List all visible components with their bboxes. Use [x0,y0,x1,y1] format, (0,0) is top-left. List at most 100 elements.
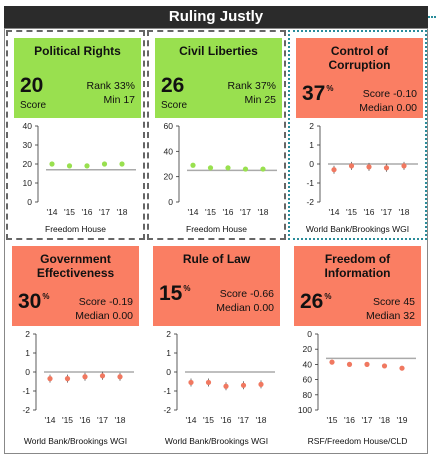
x-tick-label: '17 [240,207,251,217]
x-tick-label: '15 [203,415,214,425]
data-point [383,165,390,171]
y-tick-label: 0 [27,197,32,207]
indicator-header: Government Effectiveness 30% Score -0.19 Me… [12,246,139,326]
indicator-header: Rule of Law 15% Score -0.66 Median 0.00 [153,246,280,326]
data-point [240,382,247,388]
data-point [205,379,212,386]
data-point [49,161,55,167]
x-tick-label: '18 [379,415,390,425]
indicator-title: Civil Liberties [179,44,258,58]
indicator-stat-primary: Score -0.10 [362,88,417,100]
y-tick-label: 0 [166,367,171,377]
indicator-header: Freedom of Information 26% Score 45 Median … [294,246,421,326]
y-tick-label: 40 [164,146,174,156]
indicator-stat-secondary: Median 32 [365,310,415,322]
y-tick-label: 1 [25,348,30,358]
data-point [66,163,73,169]
y-tick-label: 2 [166,330,171,339]
data-source: World Bank/Brookings WGI [164,436,269,446]
data-point [188,379,194,386]
x-tick-label: '18 [257,207,268,217]
data-point [99,373,106,379]
data-source: World Bank/Brookings WGI [23,436,128,446]
data-point [47,376,53,382]
y-tick-label: 20 [164,172,174,182]
data-source: World Bank/Brookings WGI [305,224,410,234]
x-tick-label: '15 [64,207,75,217]
data-point [348,163,355,169]
x-tick-label: '18 [116,207,127,217]
trend-chart: 0 10 20 30 40 '14 '15 '16 '17 '18 [23,122,136,217]
y-tick-label: 0 [309,159,314,169]
data-source: Freedom House [45,224,106,234]
y-tick-label: 60 [164,122,174,131]
data-point [401,163,407,169]
indicator-panel: Freedom of Information 26% Score 45 Median … [288,240,427,450]
y-tick-label: 0 [25,367,30,377]
dotted-connector [428,16,436,18]
y-tick-label: -2 [163,405,171,415]
x-tick-label: '14 [44,415,55,425]
indicator-title: Rule of Law [182,252,251,266]
x-tick-label: '17 [381,207,392,217]
percent-sign: % [183,284,191,293]
x-tick-label: '14 [185,415,196,425]
x-tick-label: '16 [220,415,231,425]
indicator-header: Control of Corruption 37% Score -0.10 Media… [296,38,423,118]
indicator-stat-secondary: Median 0.00 [75,310,133,322]
y-tick-label: 100 [298,405,312,415]
indicator-stat-primary: Score -0.19 [78,296,133,308]
indicator-panel: Government Effectiveness 30% Score -0.19 Me… [6,240,145,450]
x-tick-label: '18 [255,415,266,425]
data-point [258,381,264,387]
x-tick-label: '14 [328,207,339,217]
y-tick-label: 40 [303,359,313,369]
y-tick-label: 0 [168,197,173,207]
data-point [399,365,405,371]
indicator-panel: Political Rights 20 Score Rank 33% Min 17 0 10… [6,30,145,240]
indicator-header: Political Rights 20 Score Rank 33% Min 17 [14,38,141,118]
y-tick-label: -2 [306,197,314,207]
data-point [366,164,372,170]
indicator-title: Government Effectiveness [36,252,115,280]
percent-sign: % [326,84,334,93]
indicator-panel: Control of Corruption 37% Score -0.10 Media… [288,30,427,240]
x-tick-label: '17 [361,415,372,425]
data-point [190,162,196,168]
indicator-value: 26 [161,74,185,97]
indicator-value: 15% [159,282,191,305]
data-point [346,361,353,367]
percent-sign: % [324,292,332,301]
x-tick-label: '15 [205,207,216,217]
trend-chart: 2 1 0 -1 -2 '14 '15 '16 '17 '18 [306,122,418,217]
data-point [119,161,125,167]
indicator-stat-secondary: Min 17 [103,94,135,106]
data-point [82,374,88,380]
indicator-value: 26% [300,290,332,313]
data-point [364,361,370,367]
y-tick-label: 2 [25,330,30,339]
data-source: Freedom House [186,224,247,234]
data-point [223,383,229,389]
indicator-value-label: Score [20,100,47,111]
y-tick-label: 30 [23,140,33,150]
data-point [331,167,337,173]
trend-chart: 0 20 40 60 '14 '15 '16 '17 '18 [164,122,277,217]
x-tick-label: '14 [46,207,57,217]
x-tick-label: '16 [344,415,355,425]
indicator-value: 37% [302,82,334,105]
indicator-value: 20 [20,74,44,97]
indicator-stat-primary: Rank 37% [227,80,276,92]
indicator-stat-primary: Rank 33% [86,80,135,92]
y-tick-label: 20 [23,159,33,169]
y-tick-label: 0 [307,330,312,339]
indicator-stat-primary: Score -0.66 [219,288,274,300]
indicator-header: Civil Liberties 26 Score Rank 37% Min 25 [155,38,282,118]
y-tick-label: 80 [303,390,313,400]
indicator-stat-secondary: Min 25 [244,94,276,106]
indicator-value-label: Score [161,100,188,111]
y-tick-label: 60 [303,375,313,385]
x-tick-label: '16 [79,415,90,425]
x-tick-label: '18 [398,207,409,217]
x-tick-label: '17 [99,207,110,217]
